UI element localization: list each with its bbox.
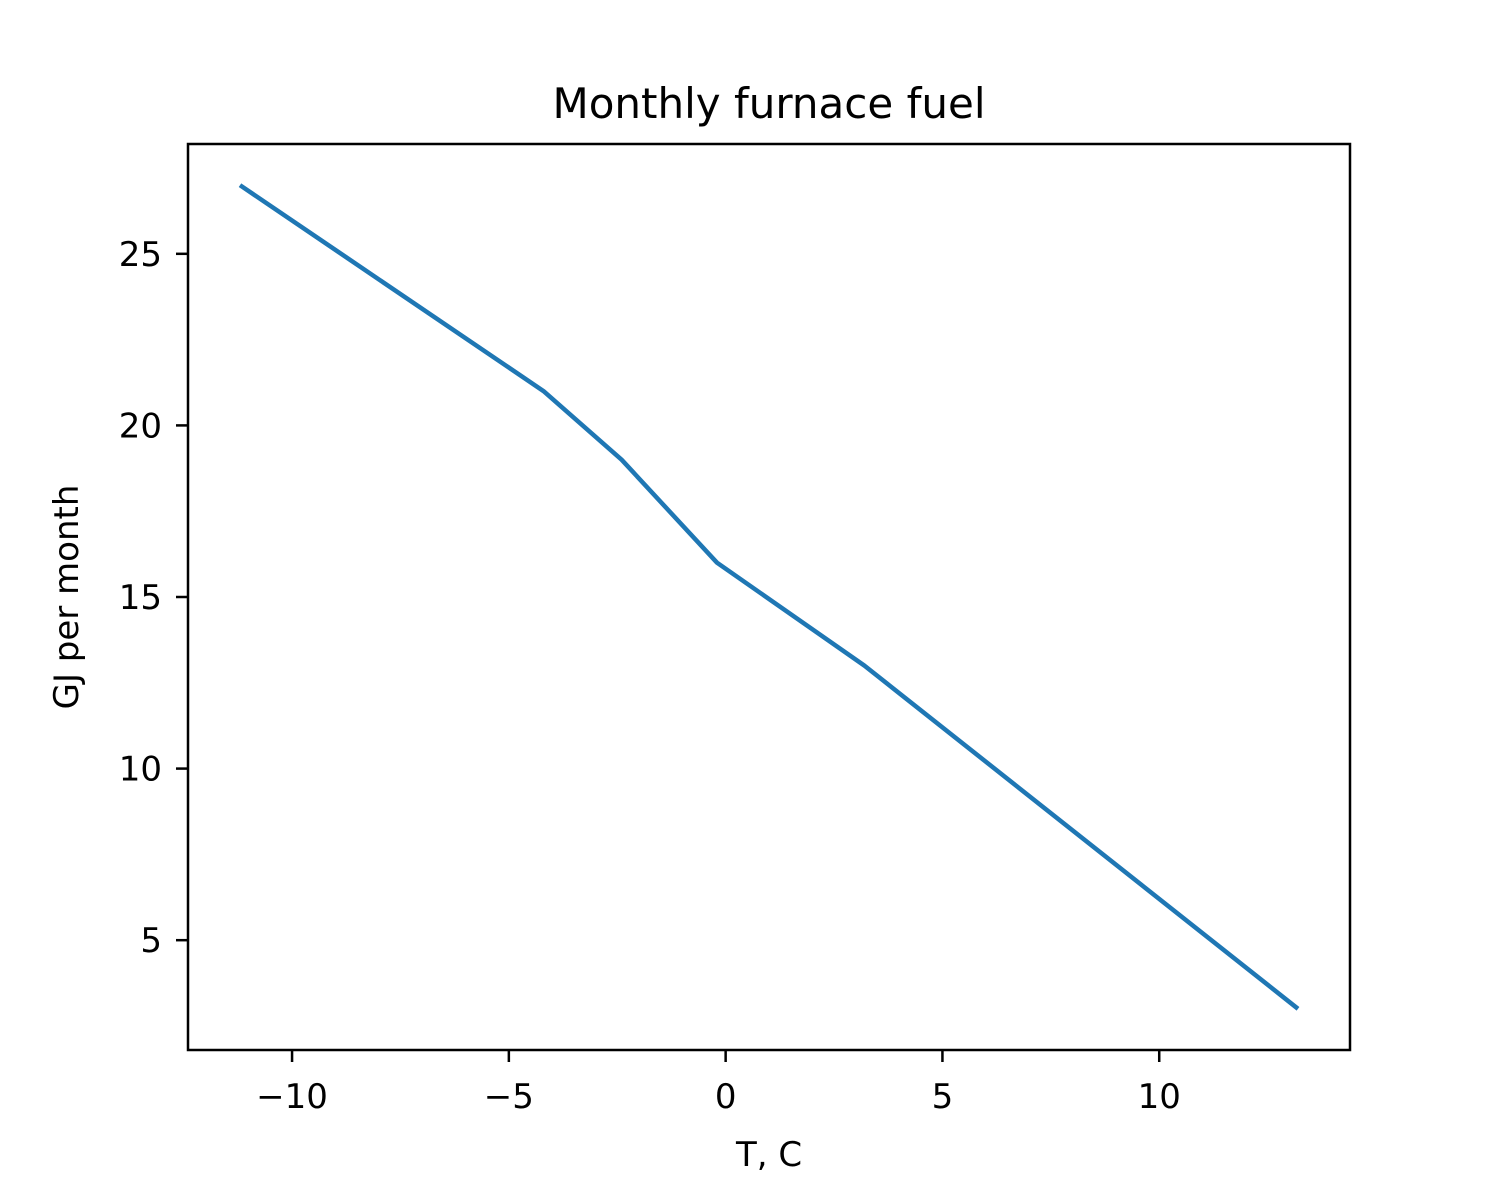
y-tick-label: 10: [119, 750, 162, 790]
y-tick-label: 15: [119, 578, 162, 618]
y-tick-label: 5: [140, 921, 162, 961]
y-tick-label: 20: [119, 406, 162, 446]
plot-area: [238, 183, 1300, 1011]
y-axis: 5 10 15 20 25: [119, 235, 188, 961]
x-tick-label: −5: [484, 1077, 534, 1117]
x-axis: −10 −5 0 5 10: [256, 1050, 1181, 1117]
series-line: [238, 183, 1300, 1011]
chart-title: Monthly furnace fuel: [552, 79, 985, 128]
x-axis-title: T, C: [735, 1135, 802, 1175]
y-axis-title: GJ per month: [47, 485, 87, 710]
x-tick-label: −10: [256, 1077, 328, 1117]
y-tick-label: 25: [119, 235, 162, 275]
x-tick-label: 10: [1138, 1077, 1181, 1117]
x-tick-label: 5: [932, 1077, 954, 1117]
x-tick-label: 0: [715, 1077, 737, 1117]
plot-frame: [186, 142, 1352, 1052]
